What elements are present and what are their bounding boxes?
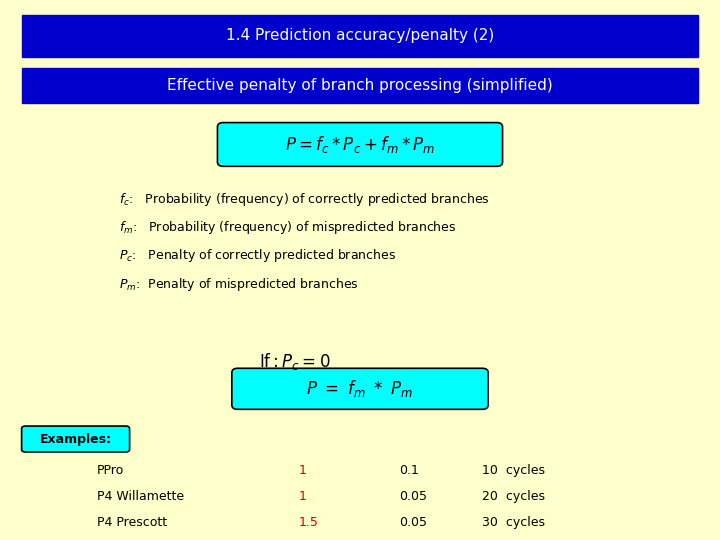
Text: $\mathrm{If} : P_c = 0$: $\mathrm{If} : P_c = 0$: [259, 352, 330, 372]
FancyBboxPatch shape: [22, 15, 698, 57]
Text: P4 Prescott: P4 Prescott: [97, 516, 167, 529]
Text: 1: 1: [299, 490, 307, 503]
Text: PPro: PPro: [97, 464, 125, 477]
Text: P4 Willamette: P4 Willamette: [97, 490, 184, 503]
Text: Examples:: Examples:: [40, 433, 112, 446]
Text: $P = f_c * P_c + f_m * P_m$: $P = f_c * P_c + f_m * P_m$: [285, 134, 435, 155]
Text: $P_m$:  Penalty of mispredicted branches: $P_m$: Penalty of mispredicted branches: [119, 275, 359, 293]
Text: 30  cycles: 30 cycles: [482, 516, 546, 529]
Text: 1: 1: [299, 464, 307, 477]
Text: 1.5: 1.5: [299, 516, 319, 529]
Text: $P_c$:   Penalty of correctly predicted branches: $P_c$: Penalty of correctly predicted br…: [119, 247, 396, 265]
Text: 0.05: 0.05: [400, 490, 428, 503]
Text: 0.1: 0.1: [400, 464, 420, 477]
FancyBboxPatch shape: [22, 426, 130, 452]
FancyBboxPatch shape: [217, 123, 503, 166]
Text: Effective penalty of branch processing (simplified): Effective penalty of branch processing (…: [167, 78, 553, 92]
FancyBboxPatch shape: [232, 368, 488, 409]
Text: 10  cycles: 10 cycles: [482, 464, 546, 477]
Text: 20  cycles: 20 cycles: [482, 490, 546, 503]
Text: $f_m$:   Probability (frequency) of mispredicted branches: $f_m$: Probability (frequency) of mispre…: [119, 219, 456, 237]
Text: $P \ = \ f_m \ * \ P_m$: $P \ = \ f_m \ * \ P_m$: [307, 379, 413, 399]
FancyBboxPatch shape: [22, 68, 698, 103]
Text: 1.4 Prediction accuracy/penalty (2): 1.4 Prediction accuracy/penalty (2): [226, 28, 494, 43]
Text: $f_c$:   Probability (frequency) of correctly predicted branches: $f_c$: Probability (frequency) of correc…: [119, 191, 490, 208]
Text: 0.05: 0.05: [400, 516, 428, 529]
